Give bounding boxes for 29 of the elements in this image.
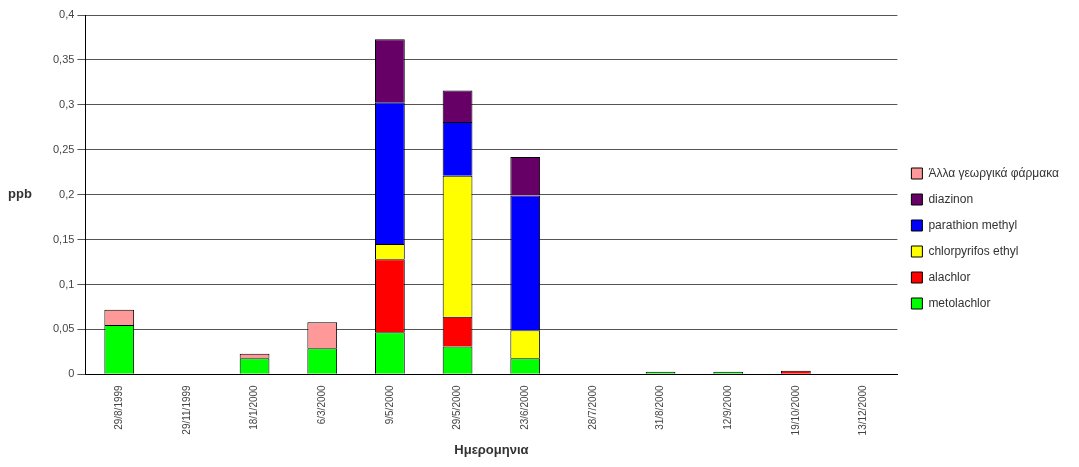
y-tick-label: 0,35 xyxy=(52,52,75,65)
y-tick-label: 0 xyxy=(68,367,75,380)
y-tick-label: 0,2 xyxy=(59,187,75,200)
x-tick-label: 23/6/2000 xyxy=(518,384,530,430)
x-tick-label: 28/7/2000 xyxy=(586,384,598,430)
x-tick-label: 29/5/2000 xyxy=(451,384,463,430)
x-tick-label: 9/5/2000 xyxy=(383,384,395,425)
legend-label: diazinon xyxy=(928,191,974,206)
x-tick-label: 31/8/2000 xyxy=(654,384,666,430)
legend-label: chlorpyrifos ethyl xyxy=(928,243,1019,258)
x-tick-label: 18/1/2000 xyxy=(248,384,260,430)
x-tick-label: 13/12/2000 xyxy=(857,384,869,436)
y-tick-label: 0,1 xyxy=(59,277,75,290)
x-axis-title: Ημερομηνια xyxy=(454,441,529,457)
y-tick-label: 0,25 xyxy=(52,142,75,155)
y-tick-label: 0,15 xyxy=(52,232,75,245)
x-tick-label: 12/9/2000 xyxy=(721,384,733,430)
legend-label: metolachlor xyxy=(928,295,991,310)
legend-label: Άλλα γεωργικά φάρμακα xyxy=(928,165,1060,180)
legend-label: parathion methyl xyxy=(928,217,1018,232)
y-tick-label: 0,05 xyxy=(52,322,75,335)
x-tick-label: 29/8/1999 xyxy=(112,384,124,430)
legend-label: alachlor xyxy=(928,269,971,284)
x-tick-label: 6/3/2000 xyxy=(315,384,327,425)
y-tick-label: 0,3 xyxy=(59,97,75,110)
x-tick-label: 29/11/1999 xyxy=(180,384,192,435)
y-tick-label: 0,4 xyxy=(59,8,75,21)
y-axis-title: ppb xyxy=(8,186,32,202)
x-tick-label: 19/10/2000 xyxy=(789,384,801,436)
